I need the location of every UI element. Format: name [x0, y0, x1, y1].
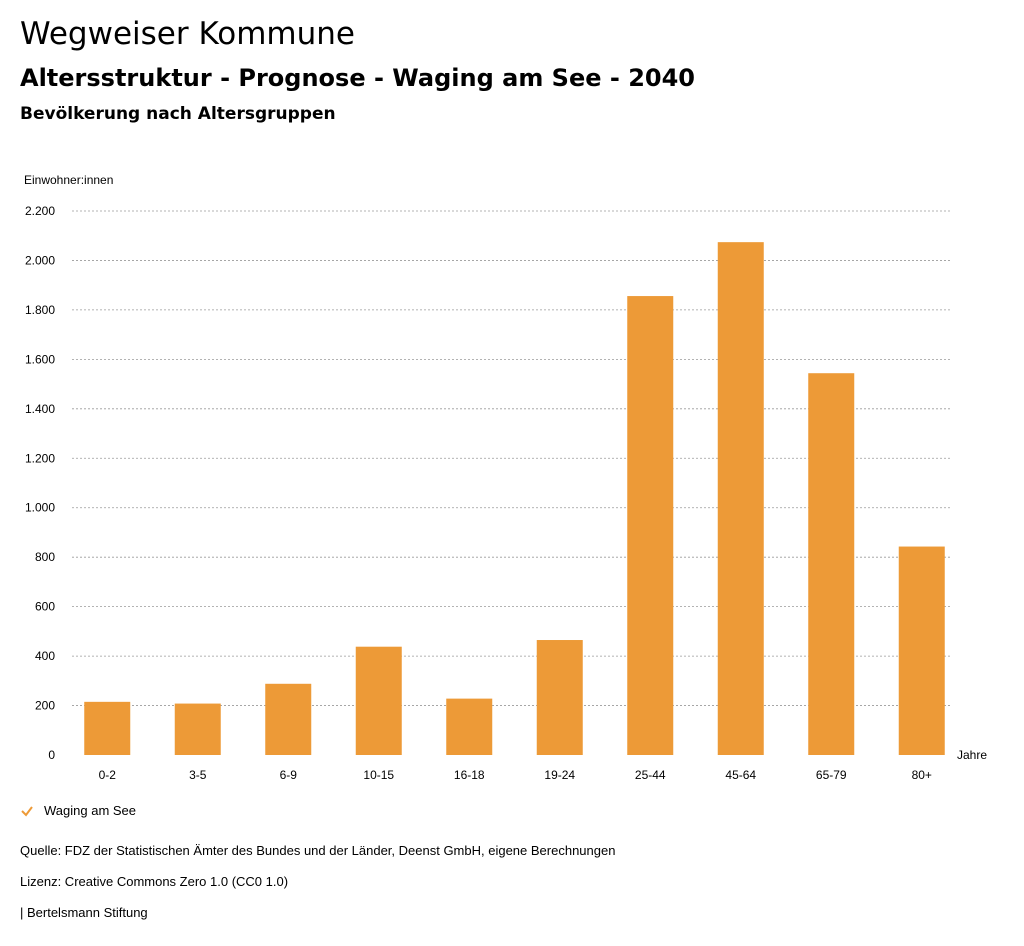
y-tick-label: 1.400: [25, 402, 55, 416]
x-tick-label: 10-15: [363, 768, 394, 782]
y-tick-label: 200: [35, 699, 55, 713]
grid-lines: [72, 210, 952, 706]
y-tick-label: 0: [48, 748, 55, 762]
organization-text: | Bertelsmann Stiftung: [20, 905, 148, 920]
legend-label: Waging am See: [44, 803, 137, 818]
y-tick-label: 600: [35, 600, 55, 614]
x-tick-label: 0-2: [99, 768, 117, 782]
x-tick-label: 16-18: [454, 768, 485, 782]
bar-0-2[interactable]: [84, 701, 131, 755]
x-axis-ticks: 0-2 3-5 6-9 10-15 16-18 19-24 25-44 45-64 65-79 8…: [99, 768, 932, 782]
bar-25-44[interactable]: [627, 296, 674, 755]
x-tick-label: 80+: [912, 768, 932, 782]
x-tick-label: 3-5: [189, 768, 207, 782]
y-tick-label: 1.000: [25, 501, 55, 515]
check-icon: [21, 805, 33, 817]
bar-65-79[interactable]: [808, 373, 855, 755]
y-axis-ticks: 0 200 400 600 800 1.000 1.200 1.400 1.600 1.800 2.…: [25, 204, 55, 762]
legend-item-waging-am-see[interactable]: Waging am See: [20, 803, 136, 818]
y-tick-label: 1.800: [25, 303, 55, 317]
x-tick-label: 65-79: [816, 768, 847, 782]
bar-chart: 0 200 400 600 800 1.000 1.200 1.400 1.600 1.800 2.…: [24, 173, 987, 782]
y-tick-label: 2.000: [25, 253, 55, 267]
bar-16-18[interactable]: [446, 698, 493, 755]
y-tick-label: 400: [35, 649, 55, 663]
page-title: Wegweiser Kommune: [20, 16, 355, 52]
y-tick-label: 800: [35, 550, 55, 564]
y-tick-label: 1.600: [25, 352, 55, 366]
bars: [84, 242, 945, 755]
x-tick-label: 6-9: [280, 768, 298, 782]
chart-subsubtitle: Bevölkerung nach Altersgruppen: [20, 104, 336, 124]
chart-subtitle: Altersstruktur - Prognose - Waging am Se…: [20, 64, 695, 92]
x-axis-label: Jahre: [957, 748, 987, 762]
bar-19-24[interactable]: [536, 640, 583, 755]
x-tick-label: 45-64: [725, 768, 756, 782]
source-text: Quelle: FDZ der Statistischen Ämter des …: [20, 843, 616, 858]
y-tick-label: 1.200: [25, 451, 55, 465]
bar-6-9[interactable]: [265, 683, 312, 755]
bar-10-15[interactable]: [355, 646, 402, 755]
bar-45-64[interactable]: [717, 242, 764, 755]
x-tick-label: 25-44: [635, 768, 666, 782]
y-axis-label: Einwohner:innen: [24, 173, 113, 187]
x-tick-label: 19-24: [544, 768, 575, 782]
bar-3-5[interactable]: [174, 703, 221, 755]
y-tick-label: 2.200: [25, 204, 55, 218]
bar-80+[interactable]: [898, 546, 945, 755]
license-text: Lizenz: Creative Commons Zero 1.0 (CC0 1…: [20, 874, 289, 889]
